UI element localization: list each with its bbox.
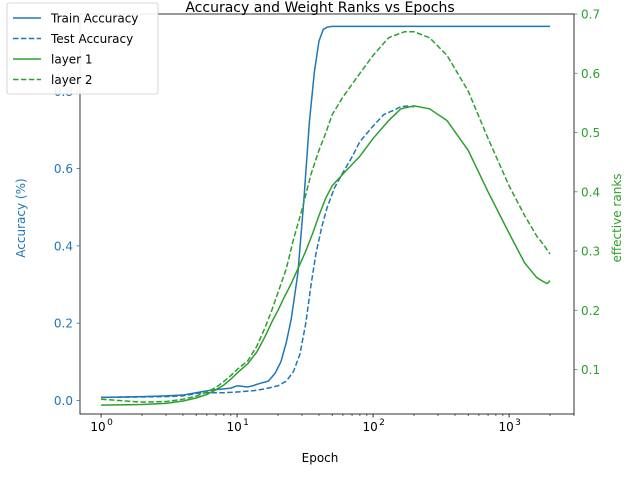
y-axis-right-label: effective ranks: [610, 173, 624, 262]
plot-area: [101, 25, 551, 406]
legend-label: Test Accuracy: [50, 32, 133, 46]
x-axis-label: Epoch: [302, 451, 339, 465]
y-axis-left: 0.00.20.40.60.8: [54, 85, 80, 408]
y-right-tick-label: 0.5: [581, 126, 600, 140]
series-line-layer-1: [101, 105, 551, 406]
plot-frame: [79, 13, 575, 415]
y-right-tick-label: 0.2: [581, 304, 600, 318]
y-right-tick-label: 0.6: [581, 67, 600, 81]
x-tick-label: 10: [226, 420, 241, 434]
series-line-layer-2: [101, 31, 551, 403]
x-tick-exponent: 2: [379, 418, 385, 428]
series-line-test-accuracy: [101, 105, 415, 399]
legend-label: layer 1: [51, 53, 93, 67]
legend-box: [6, 2, 159, 95]
x-tick-exponent: 0: [107, 418, 113, 428]
y-left-tick-label: 0.0: [54, 394, 73, 408]
series-line-train-accuracy: [101, 25, 551, 399]
y-left-tick-label: 0.6: [54, 162, 73, 176]
chart-title: Accuracy and Weight Ranks vs Epochs: [185, 0, 454, 16]
legend: Train Accuracy Test Accuracy layer 1 layer …: [6, 2, 159, 95]
x-tick-label: 10: [90, 420, 105, 434]
y-right-tick-label: 0.1: [581, 363, 600, 377]
y-right-tick-label: 0.7: [581, 8, 600, 22]
x-tick-label: 10: [498, 420, 513, 434]
y-left-tick-label: 0.2: [54, 317, 73, 331]
y-axis-right: 0.1 0.2 0.3 0.4 0.5 0.6 0.7: [574, 8, 600, 377]
legend-label: Train Accuracy: [50, 12, 138, 26]
y-right-tick-label: 0.3: [581, 245, 600, 259]
x-tick-label: 10: [362, 420, 377, 434]
y-left-tick-label: 0.4: [54, 239, 73, 253]
x-tick-exponent: 3: [515, 418, 521, 428]
x-axis: 10 0 10 1 10 2 10 3: [90, 414, 575, 434]
y-right-tick-label: 0.4: [581, 185, 600, 199]
y-axis-left-label: Accuracy (%): [14, 178, 28, 257]
x-tick-exponent: 1: [243, 418, 249, 428]
legend-label: layer 2: [51, 73, 93, 87]
